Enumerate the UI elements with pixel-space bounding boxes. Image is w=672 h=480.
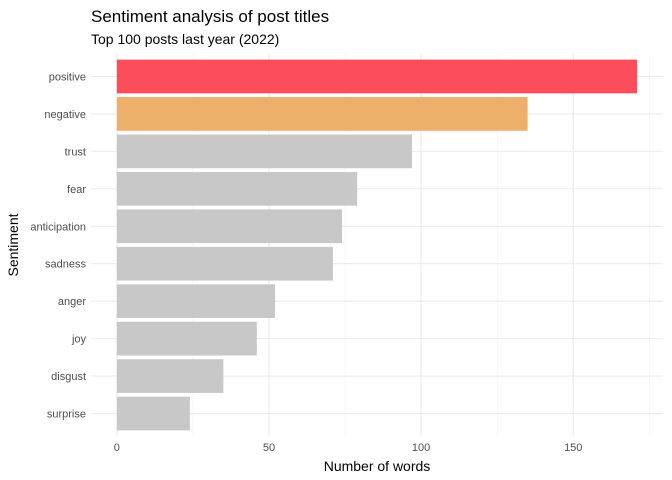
chart-subtitle: Top 100 posts last year (2022) <box>91 31 279 47</box>
y-tick-label-positive: positive <box>49 71 86 83</box>
y-tick-label-surprise: surprise <box>47 409 86 421</box>
bar-anger <box>116 284 276 319</box>
bar-surprise <box>116 396 190 431</box>
x-tick-label: 150 <box>564 442 582 454</box>
y-axis-title: Sentiment <box>5 213 21 276</box>
y-tick-label-anger: anger <box>58 296 86 308</box>
x-tick-labels: 0 50 100 150 <box>114 442 583 454</box>
y-tick-label-joy: joy <box>71 334 87 346</box>
bar-negative <box>116 97 528 131</box>
y-tick-label-negative: negative <box>44 109 86 121</box>
bar-sadness <box>116 246 333 281</box>
bars <box>116 59 638 431</box>
bar-disgust <box>116 359 224 393</box>
x-axis-title: Number of words <box>324 458 431 474</box>
y-tick-label-trust: trust <box>65 146 86 158</box>
y-tick-label-fear: fear <box>67 184 86 196</box>
y-tick-labels: positive negative trust fear anticipation sad… <box>30 71 86 420</box>
bar-joy <box>116 321 257 356</box>
chart-title: Sentiment analysis of post titles <box>91 7 329 26</box>
y-tick-label-sadness: sadness <box>45 259 86 271</box>
y-tick-label-anticipation: anticipation <box>30 221 86 233</box>
bar-fear <box>116 171 358 206</box>
bar-trust <box>116 134 412 169</box>
bar-positive <box>116 59 638 94</box>
y-tick-label-disgust: disgust <box>51 371 86 383</box>
bar-anticipation <box>116 209 343 244</box>
x-tick-label: 50 <box>263 442 275 454</box>
x-tick-label: 100 <box>412 442 430 454</box>
x-tick-label: 0 <box>114 442 120 454</box>
